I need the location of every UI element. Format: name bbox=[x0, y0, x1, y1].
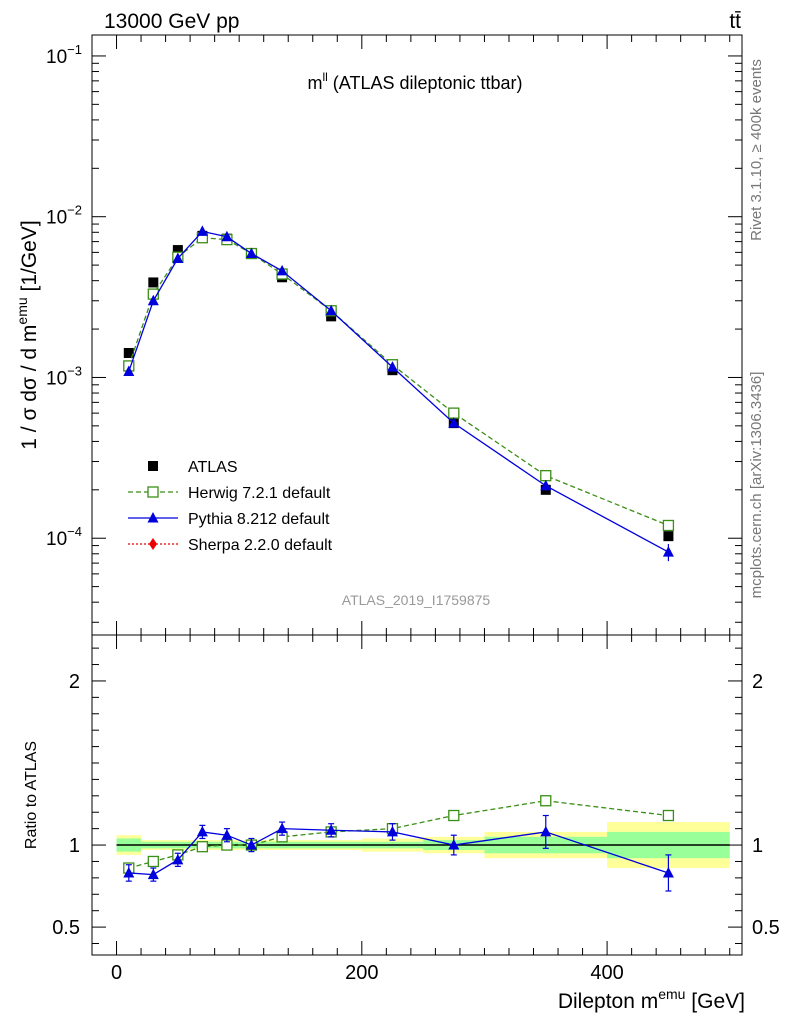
ratio-y-tick-label: 2 bbox=[69, 671, 80, 693]
ratio-plot-panel: 0.5 0.5 1 1 2 2 0 200 400 Ratio to ATLAS Dilepto… bbox=[23, 634, 780, 1013]
data-point bbox=[196, 225, 208, 236]
ratio-series-line-0 bbox=[128, 800, 669, 869]
x-tick-label: 400 bbox=[590, 962, 623, 984]
y-tick-label: 10−4 bbox=[46, 524, 82, 550]
data-point bbox=[662, 519, 675, 532]
ratio-point bbox=[245, 839, 257, 850]
data-point bbox=[148, 277, 159, 288]
data-point bbox=[123, 365, 135, 376]
data-point bbox=[540, 470, 552, 482]
ratio-y-tick-label-right: 0.5 bbox=[752, 917, 780, 939]
legend-label: Pythia 8.212 default bbox=[188, 511, 330, 528]
legend-marker bbox=[147, 486, 159, 498]
data-point bbox=[663, 531, 674, 542]
ratio-point bbox=[448, 809, 460, 822]
main-plot-panel: 10−1 10−2 10−3 10−4 mll (ATLAS dileptonic t… bbox=[14, 34, 743, 636]
ratio-y-axis-label: Ratio to ATLAS bbox=[23, 741, 40, 849]
ratio-point bbox=[325, 824, 337, 835]
data-point bbox=[662, 546, 674, 557]
main-plot-title: mll (ATLAS dileptonic ttbar) bbox=[307, 70, 522, 93]
data-point bbox=[172, 245, 183, 256]
x-tick-label: 200 bbox=[345, 962, 378, 984]
data-point bbox=[221, 230, 233, 242]
x-axis-label: Dilepton memu [GeV] bbox=[558, 986, 745, 1013]
legend-marker bbox=[149, 538, 157, 550]
data-point bbox=[448, 417, 460, 428]
data-point bbox=[245, 247, 257, 259]
ratio-y-tick-label-right: 2 bbox=[752, 671, 763, 693]
ratio-point bbox=[662, 866, 674, 878]
y-tick-label: 10−2 bbox=[46, 203, 82, 229]
legend-label: Sherpa 2.2.0 default bbox=[188, 537, 333, 554]
analysis-watermark: ATLAS_2019_I1759875 bbox=[342, 592, 491, 608]
data-point bbox=[123, 347, 134, 358]
y-tick-label: 10−3 bbox=[46, 363, 82, 389]
ratio-point bbox=[172, 853, 184, 865]
ratio-point bbox=[196, 841, 209, 853]
ratio-point bbox=[196, 825, 208, 837]
header-energy-label: 13000 GeV pp bbox=[104, 10, 239, 33]
rivet-version-label: Rivet 3.1.10, ≥ 400k events bbox=[748, 59, 765, 241]
main-y-axis-label: 1 / σ dσ / d memu [1/GeV] bbox=[14, 220, 41, 449]
ratio-y-tick-label-right: 1 bbox=[752, 835, 763, 857]
ratio-plot-frame bbox=[91, 634, 743, 956]
header-process-label: tt̄ bbox=[729, 10, 741, 33]
ratio-point bbox=[276, 822, 288, 834]
x-tick-label: 0 bbox=[111, 962, 122, 984]
ratio-point bbox=[221, 829, 233, 840]
ratio-y-tick-label: 0.5 bbox=[52, 917, 80, 939]
data-point bbox=[276, 264, 288, 276]
data-point bbox=[540, 479, 552, 491]
mcplots-reference-label: mcplots.cern.ch [arXiv:1306.3436] bbox=[748, 372, 765, 599]
legend-label: ATLAS bbox=[188, 459, 238, 476]
legend: ATLAS Herwig 7.2.1 default Pythia 8.212 de… bbox=[128, 459, 333, 554]
legend-marker bbox=[147, 512, 159, 523]
data-point bbox=[147, 294, 159, 306]
ratio-point bbox=[386, 825, 398, 837]
ratio-point bbox=[662, 809, 675, 822]
ratio-point bbox=[147, 855, 159, 868]
ratio-point bbox=[448, 839, 460, 850]
data-point bbox=[172, 252, 184, 263]
data-point bbox=[325, 304, 337, 316]
ratio-point bbox=[540, 795, 552, 807]
data-point bbox=[448, 407, 460, 419]
data-point bbox=[386, 361, 398, 372]
ratio-point bbox=[540, 825, 552, 837]
ratio-y-tick-label: 1 bbox=[69, 835, 80, 857]
ratio-point bbox=[123, 866, 135, 878]
legend-label: Herwig 7.2.1 default bbox=[188, 485, 331, 502]
y-tick-label: 10−1 bbox=[46, 42, 82, 68]
ratio-point bbox=[147, 868, 159, 880]
legend-marker bbox=[148, 461, 158, 471]
series-line-2 bbox=[128, 230, 669, 553]
series-line-1 bbox=[128, 237, 669, 527]
